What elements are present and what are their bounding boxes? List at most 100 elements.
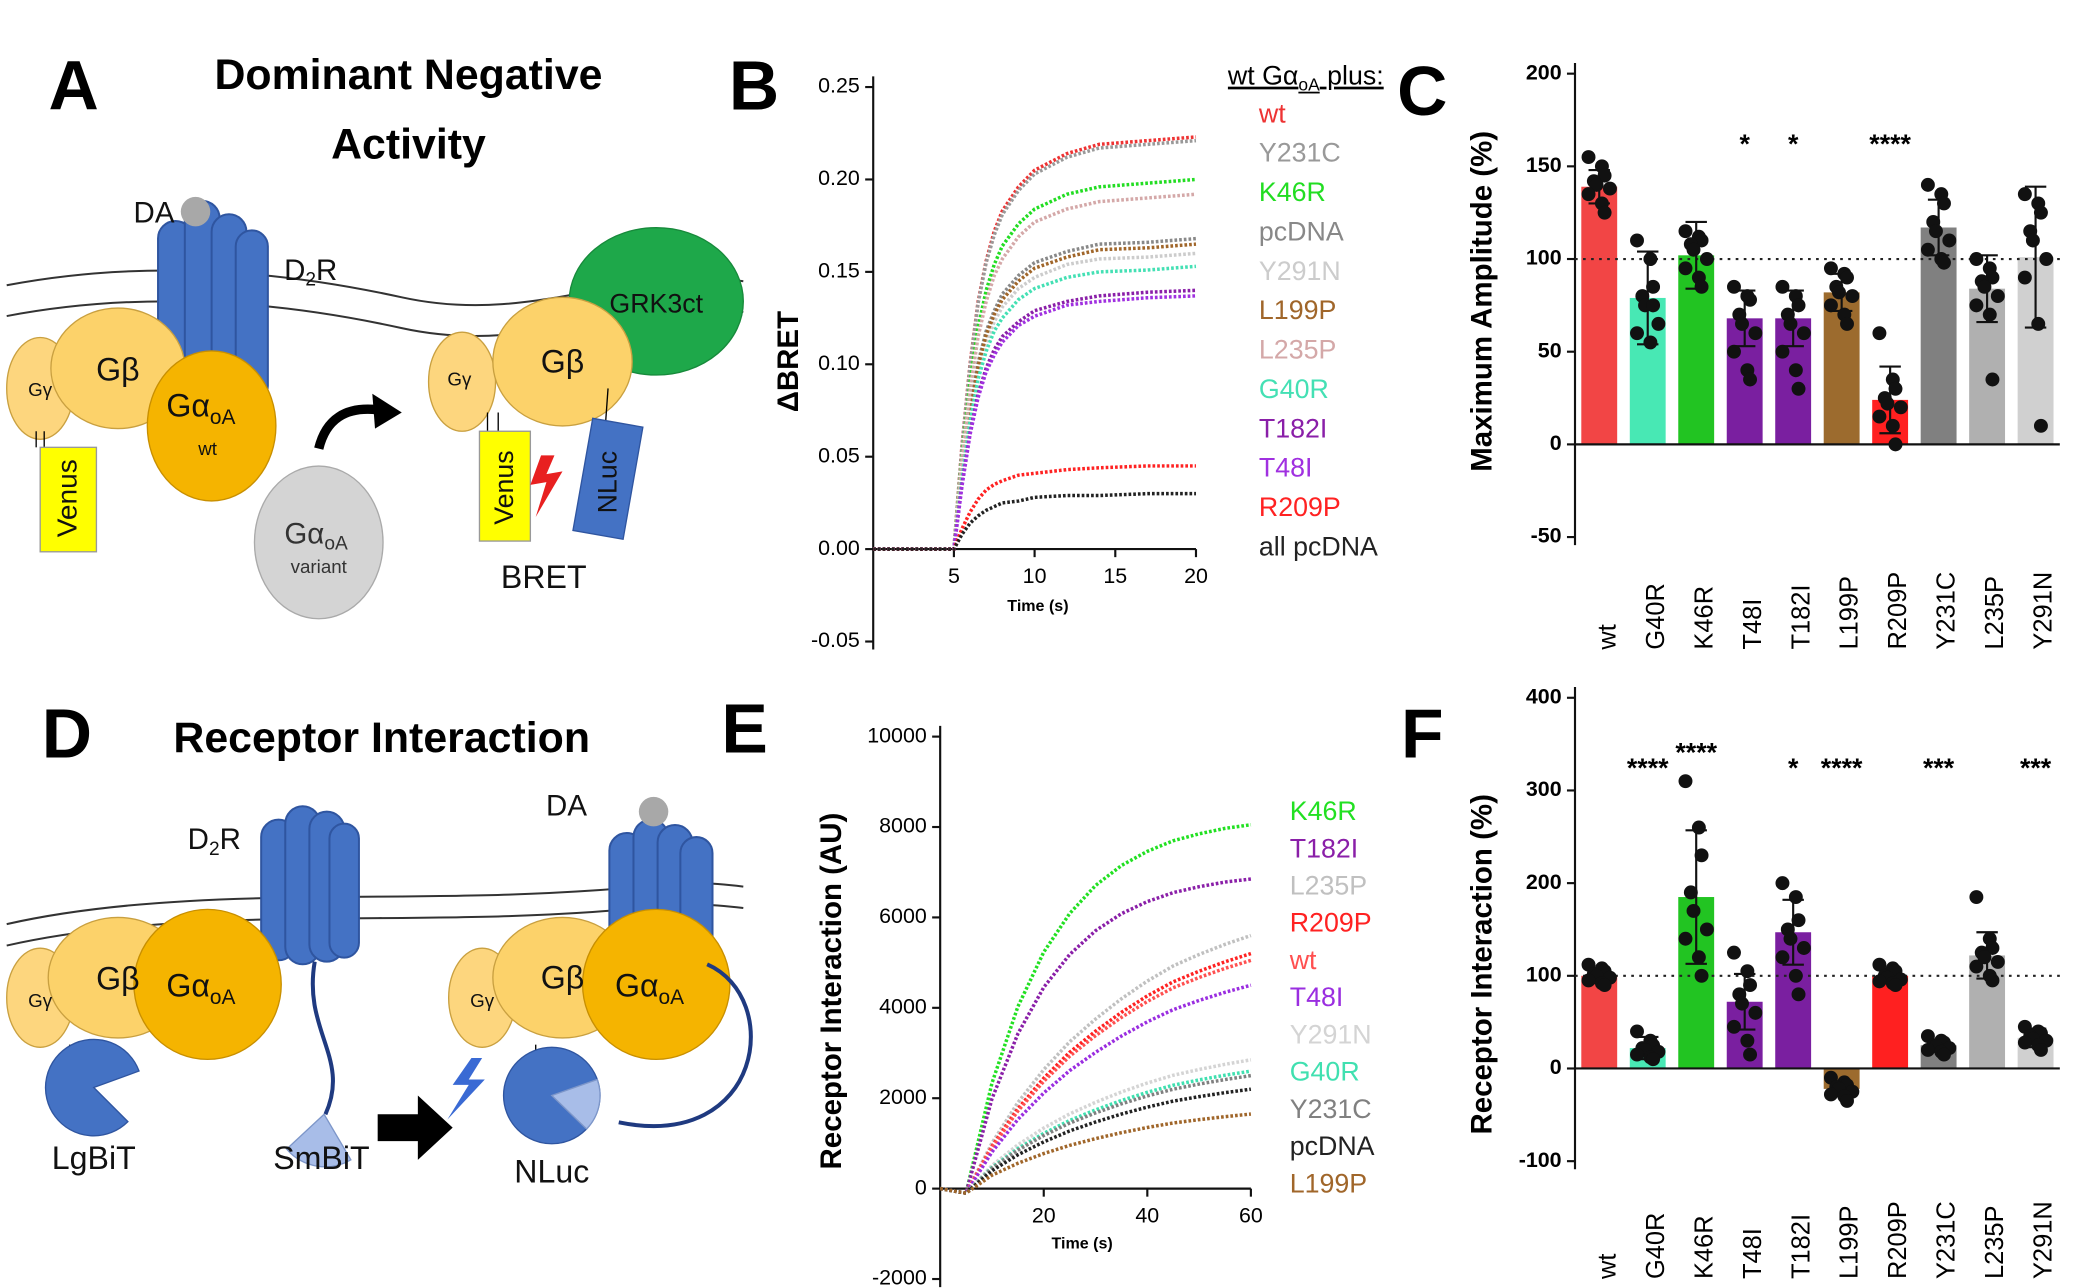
x-tick-label: G40R [1642,583,1670,649]
smbit [285,1113,352,1168]
diagram-label: Gγ [470,990,495,1011]
text-part: Gβ [541,960,584,996]
data-point [1740,964,1755,979]
text-part: D [284,254,305,287]
y-tick-label: 0.05 [818,443,860,467]
diagram-label: Gβ [96,352,139,388]
lightning [447,1058,485,1120]
data-point [2033,205,2048,220]
significance: *** [2020,753,2052,783]
diagram-label: Gβ [541,960,584,996]
bar [1872,975,1909,1069]
data-point [1920,177,1935,192]
data-point [1694,233,1709,248]
y-axis-label: Receptor Interaction (%) [1466,794,1499,1134]
text-part: Venus [52,459,83,537]
series-line [873,288,1197,551]
legend-title: wt GαoA plus: [1227,61,1384,95]
data-point [1888,978,1903,993]
diagram-title: Dominant Negative [214,51,602,99]
data-point [1969,959,1984,974]
text-part: Gγ [447,368,472,389]
diagram-label: NLuc [592,451,622,513]
x-tick-label: K46R [1690,586,1718,650]
y-tick-label: 2000 [879,1085,927,1109]
x-axis-label: Time (s) [1051,1234,1112,1252]
data-point [1990,289,2005,304]
data-point [1651,316,1666,331]
bar [1581,975,1618,1069]
text-part: BRET [501,559,587,595]
text-part: NLuc [592,451,622,513]
series-line [939,958,1252,1196]
text-part: oA [210,406,236,429]
data-point [1699,922,1714,937]
text-part: Gγ [470,990,495,1011]
diagram-label: wt [197,438,218,459]
data-point [1969,890,1984,904]
diagram-label: D2R [188,823,241,860]
significance: **** [1821,753,1863,783]
series-line [939,983,1252,1196]
text-part: plus: [1320,61,1384,91]
y-tick-label: 0 [1550,1055,1562,1079]
data-point [1888,381,1903,396]
diagram-label: variant [291,556,348,577]
text-part: variant [291,556,348,577]
x-tick-label: T48I [1739,1228,1767,1279]
series-line [939,1073,1252,1196]
x-tick-label: Y291N [2030,572,2058,650]
legend-entry: T182I [1290,833,1358,863]
diagram-label: SmBiT [273,1141,369,1177]
data-point [1699,252,1714,266]
diagram-label: Gβ [96,961,139,997]
legend-entry: T182I [1259,413,1327,443]
data-point [1775,876,1790,891]
y-tick-label: -2000 [872,1266,927,1288]
legend-entry: pcDNA [1259,216,1344,246]
x-tick-label: L199P [1836,1205,1864,1279]
panel-letter: A [49,46,99,124]
lightning [530,455,563,517]
data-point [1589,177,1604,192]
variant [253,465,384,620]
data-point [1686,242,1701,257]
data-point [1791,298,1806,313]
diagram-label: Venus [489,450,519,524]
series-line [939,1087,1252,1196]
data-point [1969,298,1984,313]
legend-entry: R209P [1259,492,1341,522]
data-point [1581,150,1596,165]
y-tick-label: -50 [1531,524,1562,548]
data-point [1840,270,1854,285]
receptor [260,805,360,966]
legend-entry: wt [1258,98,1286,128]
text-part: GRK3ct [609,288,703,318]
data-point [1727,1019,1741,1034]
x-tick-label: Y231C [1933,572,1961,650]
text-part: Gβ [96,352,139,388]
y-tick-label: 200 [1526,60,1562,84]
text-part: 2 [305,270,316,291]
data-point [1630,233,1644,248]
text-part: wt Gα [1227,61,1298,91]
data-point [1597,205,1612,220]
y-tick-label: -0.05 [811,628,860,652]
diagram-label: Gγ [28,990,53,1011]
panel-letter: D [42,695,92,773]
text-part: oA [1298,74,1320,94]
y-tick-label: 0.00 [818,536,860,560]
data-point [1840,316,1854,331]
data-point [1775,344,1790,359]
x-tick-label: R209P [1884,572,1912,650]
data-point [2033,418,2048,433]
data-point [1691,820,1706,835]
data-point [1942,233,1957,248]
data-point [1823,261,1838,276]
x-tick-label: R209P [1884,1201,1912,1279]
diagram-label: Gγ [28,379,53,400]
y-axis-label: Receptor Interaction (AU) [815,813,848,1170]
venus [39,446,98,553]
data-point [1977,950,1992,965]
